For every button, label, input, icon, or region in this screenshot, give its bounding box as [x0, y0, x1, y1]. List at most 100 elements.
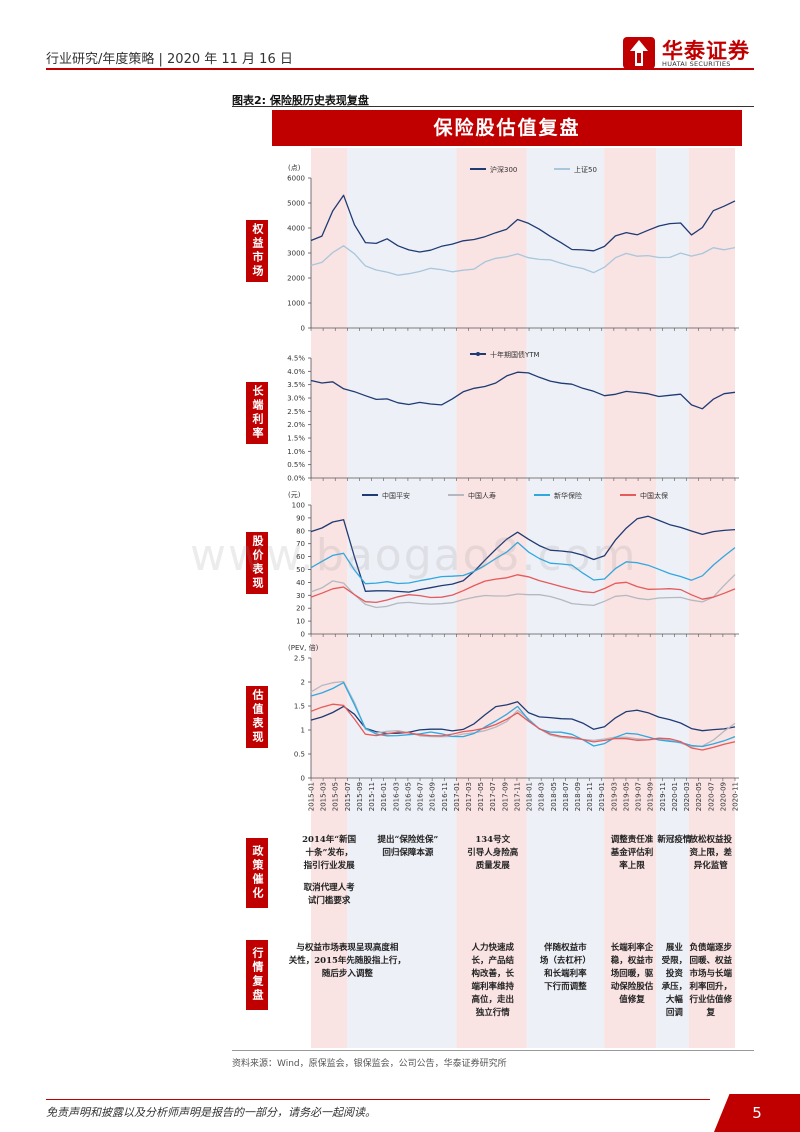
series-line-2-cpic [310, 574, 736, 604]
trend-note-4-2: 投资 [666, 968, 684, 979]
series-line-2-life [310, 574, 736, 609]
x-tick-label-10: 2016-09 [429, 782, 437, 811]
trend-note-3-1: 稳，权益市 [611, 955, 654, 966]
x-tick-label-25: 2019-03 [610, 782, 618, 811]
y-tick-label-2-2: 20 [296, 605, 305, 613]
logo-en-text: HUATAI SECURITIES [662, 60, 731, 68]
trend-note-1-2: 构改善，长 [471, 968, 514, 979]
policy-note-5-0: 新冠疫情 [657, 834, 692, 845]
policy-note-4-1: 基金评估利 [610, 847, 654, 858]
shaded-period-3 [526, 148, 605, 1048]
policy-note-6-0: 放松权益投 [689, 834, 733, 845]
x-tick-label-16: 2017-09 [501, 782, 509, 811]
policy-note-0-2: 指引行业发展 [304, 860, 356, 871]
trend-note-0-0: 与权益市场表现呈现高度相 [296, 942, 399, 953]
series-line-2-xinhua [310, 541, 736, 585]
policy-note-1-0: 取消代理人考 [304, 882, 356, 893]
page-number: 5 [714, 1094, 800, 1132]
y-tick-label-3-3: 1.5 [294, 703, 305, 711]
x-tick-label-31: 2020-03 [683, 782, 691, 811]
trend-note-1-4: 高位，走出 [471, 994, 514, 1005]
y-tick-label-1-2: 1.0% [287, 448, 305, 456]
y-tick-label-0-6: 6000 [287, 175, 305, 183]
legend-label-2-life: 中国人寿 [468, 491, 496, 500]
watermark-text: www.baogao8.com [190, 530, 638, 581]
x-tick-label-22: 2018-09 [574, 782, 582, 811]
trend-note-4-0: 展业 [665, 942, 684, 953]
trend-note-2-0: 伴随权益市 [543, 942, 587, 953]
trend-note-5-2: 市场与长端 [690, 968, 733, 979]
legend-label-2-xinhua: 新华保险 [554, 491, 582, 500]
trend-note-4-3: 承压， [662, 982, 688, 992]
x-tick-label-11: 2016-11 [441, 782, 449, 811]
y-tick-label-2-4: 40 [296, 579, 305, 587]
section-label-trend: 行情复盘 [246, 940, 268, 1010]
y-tick-label-1-6: 3.0% [287, 395, 305, 403]
y-tick-label-0-5: 5000 [287, 200, 305, 208]
legend-label-0-hs300: 沪深300 [490, 165, 517, 174]
trend-note-2-1: 场（去杠杆） [540, 955, 591, 966]
y-tick-label-1-4: 2.0% [287, 421, 305, 429]
policy-note-6-2: 异化监管 [694, 860, 729, 871]
x-tick-label-14: 2017-05 [477, 782, 485, 811]
x-tick-label-2: 2015-05 [332, 782, 340, 811]
x-tick-label-18: 2018-01 [526, 782, 534, 811]
series-line-1-yield [310, 371, 736, 410]
unit-label-2: (元) [288, 491, 301, 499]
y-tick-label-0-4: 4000 [287, 225, 305, 233]
policy-note-2-1: 回归保障本源 [382, 847, 434, 858]
y-tick-label-0-0: 0 [301, 325, 305, 333]
y-tick-label-2-7: 70 [296, 540, 305, 548]
report-header: 行业研究/年度策略 | 2020 年 11 月 16 日 [46, 52, 293, 67]
legend-label-1-yield: 十年期国债YTM [490, 350, 540, 359]
figure-divider [232, 106, 754, 107]
x-tick-label-34: 2020-09 [719, 782, 727, 811]
y-tick-label-3-5: 2.5 [294, 655, 305, 663]
y-tick-label-1-7: 3.5% [287, 381, 305, 389]
series-line-3-life [310, 680, 736, 748]
policy-note-3-1: 引导人身险高 [467, 847, 519, 858]
footer-divider [46, 1099, 710, 1100]
x-tick-label-30: 2020-01 [671, 782, 679, 811]
trend-note-2-2: 和长端利率 [544, 968, 587, 979]
y-tick-label-1-0: 0.0% [287, 475, 305, 483]
y-tick-label-0-2: 2000 [287, 275, 305, 283]
logo-mark-icon [623, 37, 655, 69]
trend-note-1-3: 端利率维持 [471, 981, 514, 992]
x-tick-label-8: 2016-05 [404, 782, 412, 811]
y-tick-label-3-0: 0 [301, 775, 305, 783]
y-tick-label-1-3: 1.5% [287, 435, 305, 443]
trend-note-3-0: 长端利率企 [611, 942, 654, 953]
x-tick-label-35: 2020-11 [732, 782, 740, 811]
unit-label-0: (点) [288, 164, 301, 172]
series-line-0-sz50 [310, 245, 736, 276]
source-note: 资料来源：Wind，原保监会，银保监会，公司公告，华泰证券研究所 [232, 1059, 507, 1069]
y-tick-label-0-3: 3000 [287, 250, 305, 258]
x-tick-label-32: 2020-05 [695, 782, 703, 811]
x-tick-label-15: 2017-07 [489, 782, 497, 811]
x-tick-label-27: 2019-07 [635, 782, 643, 811]
legend-label-2-cpic: 中国太保 [640, 491, 668, 500]
y-tick-label-2-6: 60 [296, 553, 305, 561]
trend-note-5-4: 行业估值修 [689, 994, 733, 1005]
trend-note-5-1: 回暖、权益 [690, 955, 733, 966]
section-label-policy: 政策催化 [246, 838, 268, 908]
x-tick-label-19: 2018-03 [538, 782, 546, 811]
header-divider [46, 68, 754, 70]
legend-label-2-pingan: 中国平安 [382, 491, 410, 500]
x-tick-label-29: 2019-11 [659, 782, 667, 811]
trend-note-4-1: 受限， [662, 955, 688, 966]
series-line-3-cpic [310, 703, 736, 751]
section-label-valuation: 估值表现 [246, 686, 268, 748]
x-tick-label-20: 2018-05 [550, 782, 558, 811]
x-tick-label-3: 2015-07 [344, 782, 352, 811]
x-tick-label-7: 2016-03 [392, 782, 400, 811]
legend-label-0-sz50: 上证50 [574, 165, 597, 174]
y-tick-label-2-8: 80 [296, 527, 305, 535]
trend-note-1-1: 长，产品结 [471, 955, 514, 966]
y-tick-label-2-10: 100 [292, 502, 305, 510]
trend-note-5-3: 利率回升， [689, 981, 733, 992]
shaded-period-1 [347, 148, 457, 1048]
y-tick-label-2-1: 10 [296, 618, 305, 626]
